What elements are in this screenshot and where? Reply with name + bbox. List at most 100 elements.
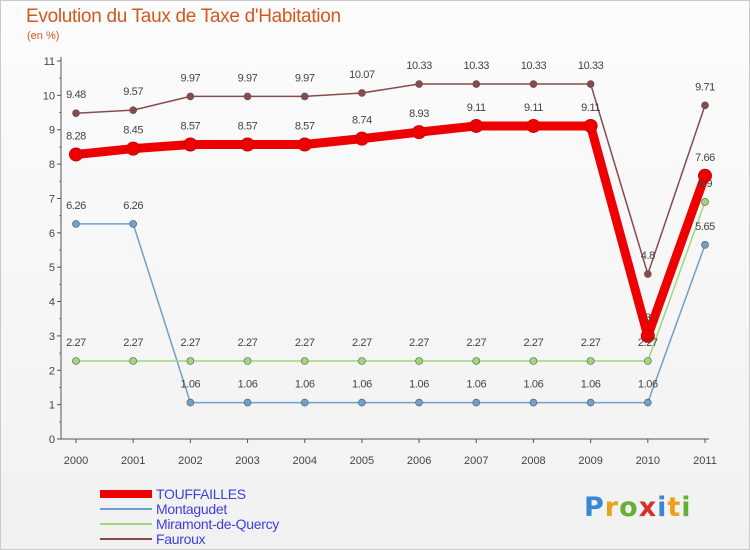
- legend-item: TOUFFAILLES: [100, 486, 279, 502]
- data-point: [358, 398, 366, 407]
- x-tick-label: 2004: [292, 455, 316, 467]
- data-label: 1.06: [295, 379, 315, 391]
- logo-letter: P: [584, 492, 605, 523]
- data-label: 9.97: [180, 72, 200, 84]
- series-line-0: [75, 121, 710, 341]
- data-point: [472, 398, 481, 407]
- data-label: 2.27: [123, 337, 143, 349]
- data-label: 2.27: [238, 337, 258, 349]
- data-point: [583, 118, 598, 133]
- data-point: [415, 80, 423, 88]
- logo-letter: o: [619, 492, 639, 523]
- legend-label: Miramont-de-Quercy: [156, 515, 279, 532]
- data-label: 5.65: [695, 221, 715, 233]
- series-line-2: [76, 201, 706, 362]
- data-point: [69, 147, 83, 162]
- data-point: [297, 137, 312, 152]
- y-tick-label: 1: [49, 400, 55, 412]
- data-point: [129, 357, 137, 365]
- data-point: [586, 80, 595, 88]
- data-point: [129, 106, 137, 114]
- data-label: 1.06: [638, 379, 658, 391]
- logo-letter: i: [657, 492, 668, 523]
- data-label: 3: [645, 312, 651, 324]
- data-point: [243, 398, 252, 407]
- data-point: [354, 131, 369, 146]
- data-point: [300, 357, 309, 365]
- logo-letter: r: [604, 492, 620, 523]
- data-point: [644, 357, 652, 365]
- y-tick-label: 11: [44, 56, 55, 68]
- data-label: 8.74: [352, 115, 372, 127]
- x-tick-label: 2011: [693, 455, 717, 467]
- x-tick-label: 2008: [521, 455, 545, 467]
- data-point: [701, 101, 709, 110]
- legend-swatch: [100, 522, 152, 525]
- legend-item: Fauroux: [100, 530, 279, 547]
- data-label: 10.33: [521, 60, 547, 72]
- data-point: [183, 137, 198, 152]
- data-label: 6.26: [123, 200, 143, 212]
- data-label: 1.06: [352, 379, 372, 391]
- y-tick-label: 4: [49, 297, 55, 309]
- data-point: [640, 328, 655, 343]
- y-tick-label: 7: [49, 193, 55, 205]
- data-label: 9.11: [467, 102, 486, 114]
- chart-title: Evolution du Taux de Taxe d'Habitation: [26, 6, 341, 27]
- legend-label: Fauroux: [156, 530, 206, 547]
- legend-label: Montagudet: [156, 500, 227, 517]
- y-tick-label: 8: [49, 159, 55, 171]
- data-point: [300, 92, 309, 101]
- data-point: [586, 398, 595, 407]
- series-line-1: [76, 223, 706, 404]
- y-tick-label: 3: [49, 331, 55, 343]
- data-label: 8.57: [295, 121, 315, 133]
- y-tick-label: 6: [49, 228, 55, 240]
- legend-swatch: [100, 489, 152, 498]
- y-tick-label: 9: [49, 125, 55, 137]
- data-point: [72, 220, 80, 228]
- data-label: 9.97: [295, 72, 315, 84]
- data-point: [186, 398, 195, 407]
- data-label: 2.27: [409, 337, 429, 349]
- data-point: [529, 357, 538, 365]
- data-label: 2.27: [352, 337, 372, 349]
- data-point: [529, 80, 538, 88]
- y-tick-label: 5: [49, 262, 55, 274]
- data-label: 2.27: [66, 337, 86, 349]
- data-label: 9.11: [524, 102, 543, 114]
- y-tick-label: 10: [43, 90, 55, 102]
- data-point: [186, 357, 195, 365]
- data-point: [412, 125, 427, 140]
- data-label: 8.57: [238, 121, 258, 133]
- legend-swatch: [100, 507, 152, 510]
- data-label: 1.06: [466, 379, 486, 391]
- data-point: [644, 270, 652, 278]
- data-point: [415, 398, 423, 407]
- data-label: 4.8: [641, 250, 655, 262]
- data-label: 8.45: [123, 125, 143, 137]
- data-label: 9.71: [695, 81, 715, 93]
- data-label: 2.27: [466, 337, 486, 349]
- data-point: [526, 118, 541, 133]
- data-label: 9.57: [123, 86, 143, 98]
- chart-subtitle: (en %): [27, 30, 60, 42]
- data-label: 2.27: [638, 337, 658, 349]
- data-label: 9.48: [66, 89, 86, 101]
- data-label: 10.07: [349, 69, 375, 81]
- x-tick-label: 2006: [407, 455, 431, 467]
- data-point: [358, 89, 366, 97]
- data-point: [126, 141, 141, 156]
- x-tick-label: 2009: [578, 455, 602, 467]
- data-label: 6.26: [66, 200, 86, 212]
- data-point: [300, 398, 309, 407]
- data-label: 8.28: [66, 130, 86, 142]
- y-tick-label: 2: [49, 365, 55, 377]
- data-point: [586, 357, 595, 365]
- data-point: [701, 241, 709, 249]
- series-line-3: [75, 83, 706, 275]
- data-point: [472, 80, 481, 88]
- x-tick-label: 2001: [121, 455, 145, 467]
- data-label: 10.33: [406, 60, 432, 72]
